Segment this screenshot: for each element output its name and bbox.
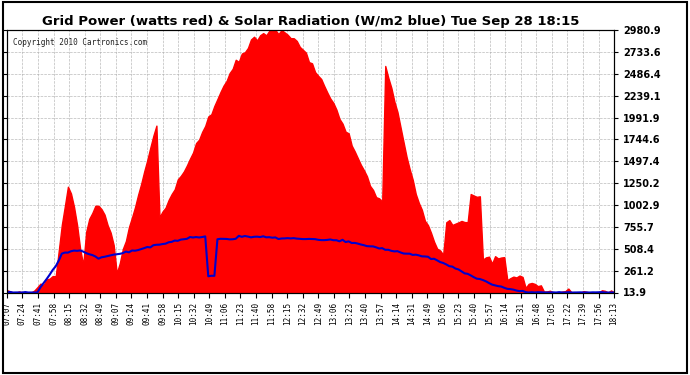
Text: Grid Power (watts red) & Solar Radiation (W/m2 blue) Tue Sep 28 18:15: Grid Power (watts red) & Solar Radiation… xyxy=(42,15,579,28)
Text: Copyright 2010 Cartronics.com: Copyright 2010 Cartronics.com xyxy=(13,38,147,47)
